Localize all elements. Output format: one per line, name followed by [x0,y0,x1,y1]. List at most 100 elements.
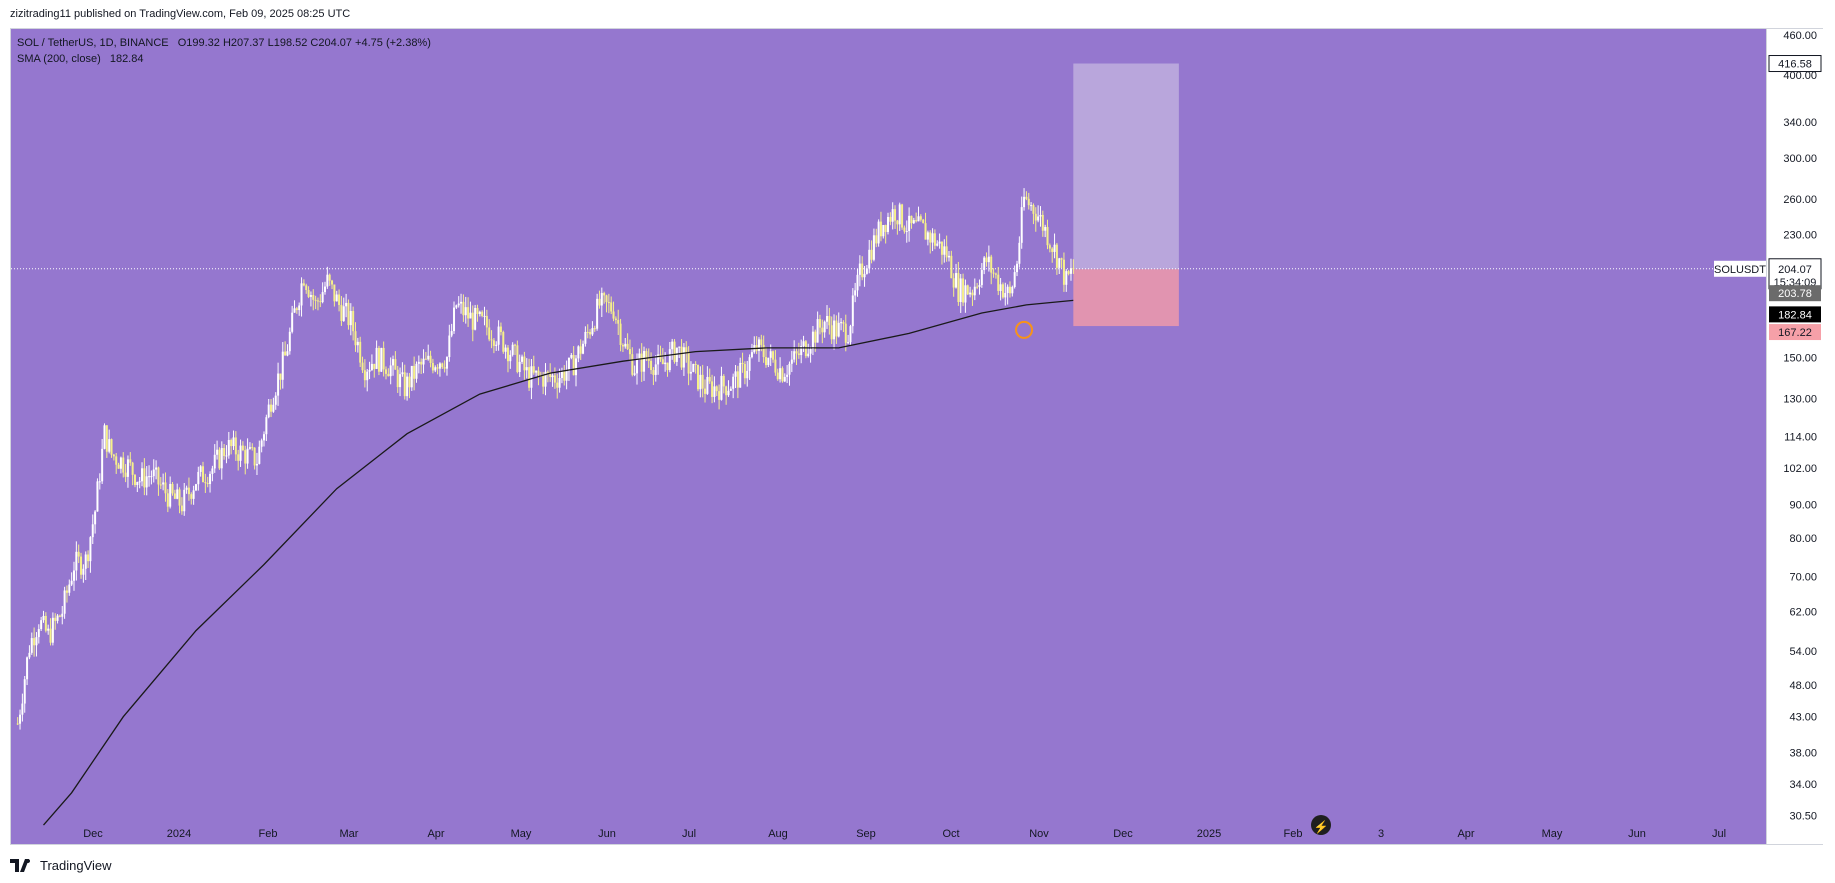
candle-body [877,221,880,244]
candle-body [532,366,535,373]
candle-body [788,363,791,375]
candle-body [51,617,54,643]
candle-body [429,355,432,363]
candle-body [654,364,657,375]
candle-body [769,351,772,358]
candle-body [35,637,38,646]
candle-body [370,363,373,370]
last-price-tag-bg [1768,258,1822,290]
candle-body [410,365,413,388]
candle-body [889,216,892,222]
candle-body [136,482,139,486]
y-axis-label: 80.00 [1789,533,1817,545]
candle-body [544,371,547,387]
legend-symbol[interactable]: SOL / TetherUS, 1D, BINANCE [17,37,169,49]
candle-body [772,351,775,360]
candle-body [1065,271,1068,285]
plot-area[interactable]: ⚡ Dec 2024 Feb Mar Apr May Jun Jul Aug Sep Oct Nov De… [11,29,1766,844]
candle-body [382,347,385,370]
candle-body [875,235,878,244]
candle-body [316,300,319,302]
candle-body [141,468,144,482]
legend-ohlc: O199.32 H207.37 L198.52 C204.07 +4.75 (+… [177,37,431,49]
candle-body [992,272,995,274]
candle-body [1023,196,1026,208]
candle-body [340,304,343,321]
candle-body [1058,258,1061,268]
candle-body [267,404,270,418]
candle-body [103,425,106,449]
candle-body [211,468,214,474]
candle-body [443,367,446,369]
candle-body [173,493,176,499]
y-axis-label: 230.00 [1783,229,1817,241]
candle-body [706,376,709,394]
legend-sma-label[interactable]: SMA (200, close) [17,53,101,65]
candle-body [91,524,94,538]
publish-info: zizitrading11 published on TradingView.c… [10,8,351,20]
candle-body [129,459,132,463]
candle-body [624,343,627,347]
candle-body [901,204,904,228]
candle-body [209,473,212,484]
candle-body [514,344,517,346]
candle-body [413,365,416,379]
price-chart[interactable]: ⚡ Dec 2024 Feb Mar Apr May Jun Jul Aug Sep Oct Nov De… [11,29,1766,844]
footer-brand-label: TradingView [40,858,112,873]
candle-body [345,302,348,307]
candle-body [284,351,287,356]
candle-body [302,283,305,286]
candle-body [1016,263,1019,273]
candle-body [183,489,186,512]
candle-body [743,364,746,379]
candle-body [399,374,402,388]
candle-body [49,628,52,643]
candle-body [326,274,329,287]
candle-body [481,311,484,316]
candle-body [377,347,380,372]
candle-body [718,391,721,400]
y-axis-label: 260.00 [1783,194,1817,206]
candle-body [33,638,36,646]
candle-body [270,404,273,412]
candle-body [722,375,725,387]
candle-body [610,302,613,312]
candle-body [692,364,695,372]
candle-body [849,326,852,343]
candle-body [837,322,840,337]
candle-body [87,554,90,562]
candle-body [495,344,498,346]
y-axis-label: 300.00 [1783,153,1817,165]
candle-body [818,319,821,328]
y-axis-label: 38.00 [1789,747,1817,759]
candle-body [1041,214,1044,231]
candle-body [490,339,493,341]
stop-price-tag-bg [1769,324,1821,341]
candle-body [940,241,943,255]
candle-body [56,615,59,621]
candle-body [673,341,676,362]
candle-body [199,466,202,472]
lightning-badge [1311,815,1331,835]
candle-body [460,301,463,304]
candle-body [823,321,826,333]
candle-body [558,377,561,388]
candle-body [910,215,913,224]
candle-body [682,347,685,368]
candle-body [403,372,406,397]
candle-body [1048,245,1051,249]
candle-body [605,295,608,303]
candle-body [746,370,749,379]
candle-body [943,246,946,255]
candle-body [474,307,477,330]
candle-body [886,216,889,233]
candle-body [309,295,312,297]
candle-body [58,615,61,617]
candle-body [1008,286,1011,294]
candle-body [535,370,538,373]
candle-body [192,490,195,499]
price-axis[interactable]: 460.00 400.00 340.00 300.00 260.00 230.00 150.… [1766,29,1823,844]
candle-body [117,464,120,469]
candle-body [366,371,369,381]
candle-body [675,347,678,362]
